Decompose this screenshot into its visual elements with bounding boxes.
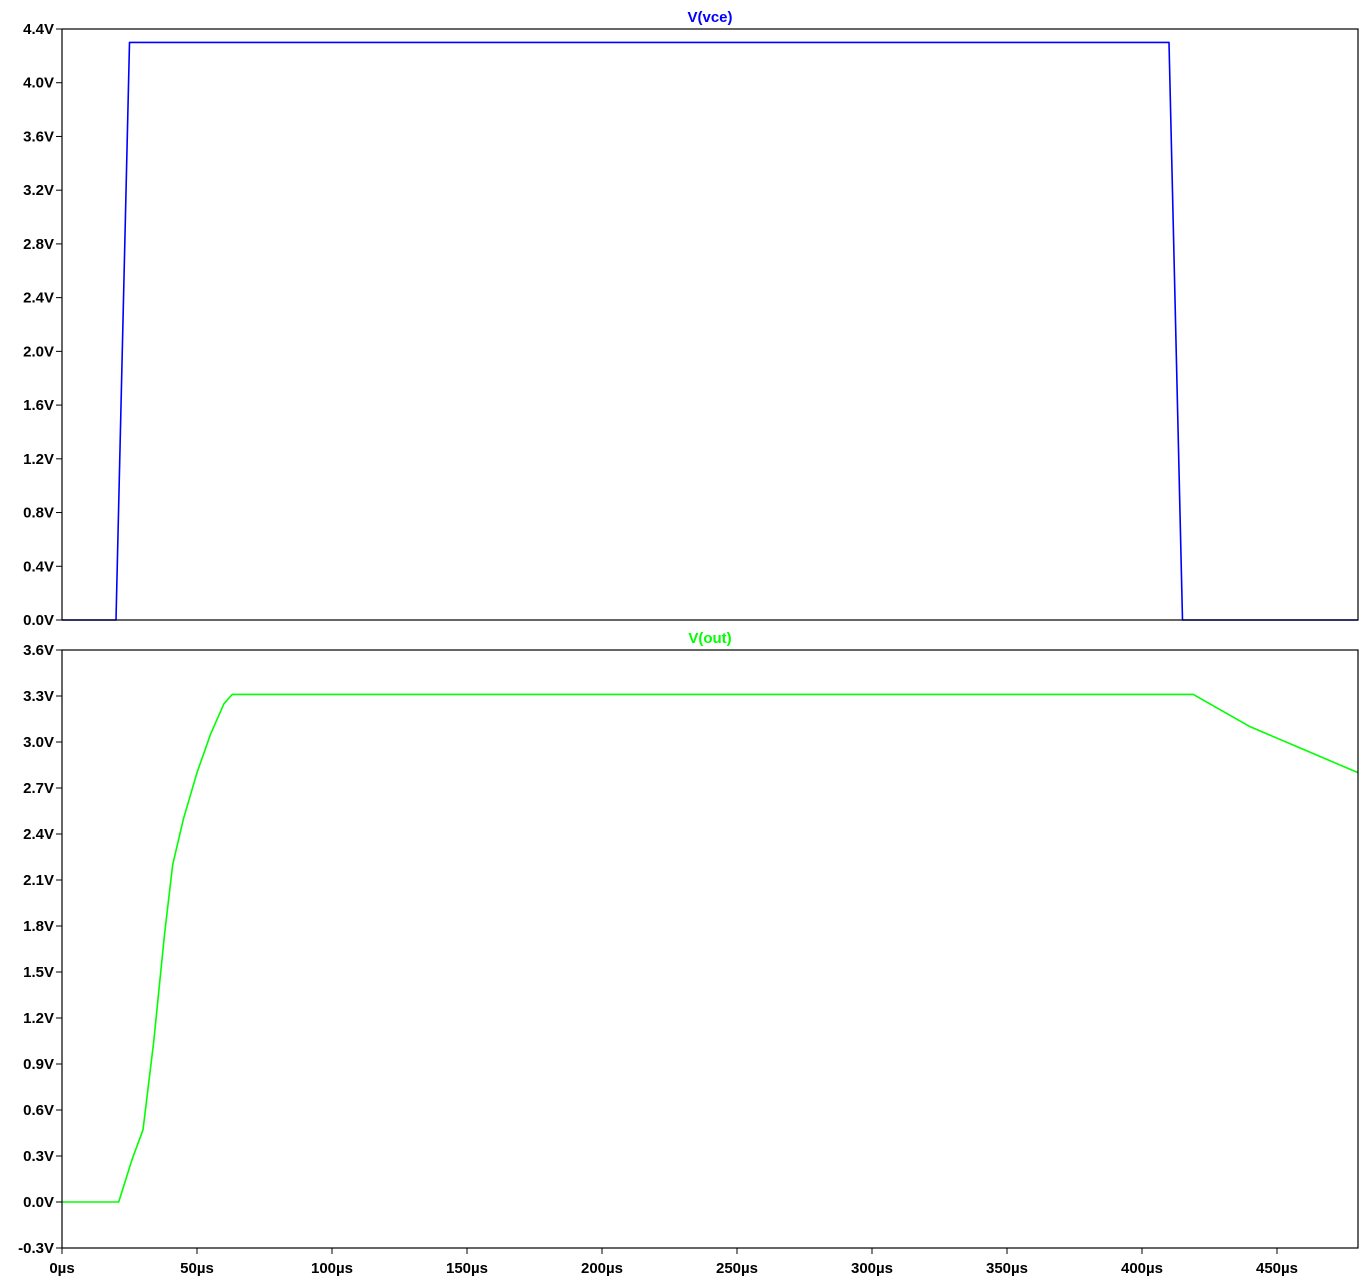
pane-2-y-tick-label: 3.6V (23, 642, 54, 659)
pane-1-y-tick-label: 2.4V (23, 290, 54, 307)
pane-2-x-tick-label: 450µs (1256, 1260, 1298, 1277)
pane-2-x-tick-label: 0µs (49, 1260, 74, 1277)
pane-2-frame (61, 649, 1359, 1249)
pane-2-x-tick-label: 100µs (311, 1260, 353, 1277)
pane-2-x-tick-label: 50µs (180, 1260, 214, 1277)
pane-2-y-tick-label: 0.0V (23, 1194, 54, 1211)
pane-2-y-tick-label: 2.4V (23, 826, 54, 843)
pane-2-y-tick-label: 3.3V (23, 688, 54, 705)
pane-1-y-tick-label: 4.4V (23, 21, 54, 38)
pane-2-x-tick-label: 250µs (716, 1260, 758, 1277)
pane-2-y-tick-label: 2.1V (23, 872, 54, 889)
pane-1-y-tick-label: 2.0V (23, 343, 54, 360)
pane-2-y-tick-label: 0.6V (23, 1102, 54, 1119)
pane-2-y-tick-label: 0.9V (23, 1056, 54, 1073)
pane-1-y-tick-label: 0.8V (23, 505, 54, 522)
pane-2-y-tick-label: 1.8V (23, 918, 54, 935)
pane-2-title: V(out) (688, 630, 731, 647)
pane-2-x-tick-label: 150µs (446, 1260, 488, 1277)
pane-1-y-tick-label: 2.8V (23, 236, 54, 253)
pane-2-series-line (62, 693, 1359, 1203)
pane-2-x-tick-label: 400µs (1121, 1260, 1163, 1277)
pane-1-y-tick-label: 0.0V (23, 612, 54, 629)
pane-1-y-tick-label: 1.2V (23, 451, 54, 468)
pane-2-y-tick-label: 1.5V (23, 964, 54, 981)
pane-1-y-tick-label: 3.6V (23, 128, 54, 145)
pane-2-y-tick-label: 1.2V (23, 1010, 54, 1027)
pane-1-y-tick-label: 1.6V (23, 397, 54, 414)
pane-2-y-tick-label: 2.7V (23, 780, 54, 797)
pane-2-y-tick-label: 0.3V (23, 1148, 54, 1165)
pane-2-x-tick-label: 200µs (581, 1260, 623, 1277)
pane-1-y-tick-label: 0.4V (23, 558, 54, 575)
pane-1-y-tick-label: 3.2V (23, 182, 54, 199)
pane-1-y-tick-label: 4.0V (23, 75, 54, 92)
pane-2-y-tick-label: 3.0V (23, 734, 54, 751)
pane-2-y-tick-label: -0.3V (18, 1240, 54, 1257)
pane-1-frame (61, 28, 1359, 621)
pane-1-title: V(vce) (687, 9, 732, 26)
pane-2-x-tick-label: 350µs (986, 1260, 1028, 1277)
pane-2-x-tick-label: 300µs (851, 1260, 893, 1277)
